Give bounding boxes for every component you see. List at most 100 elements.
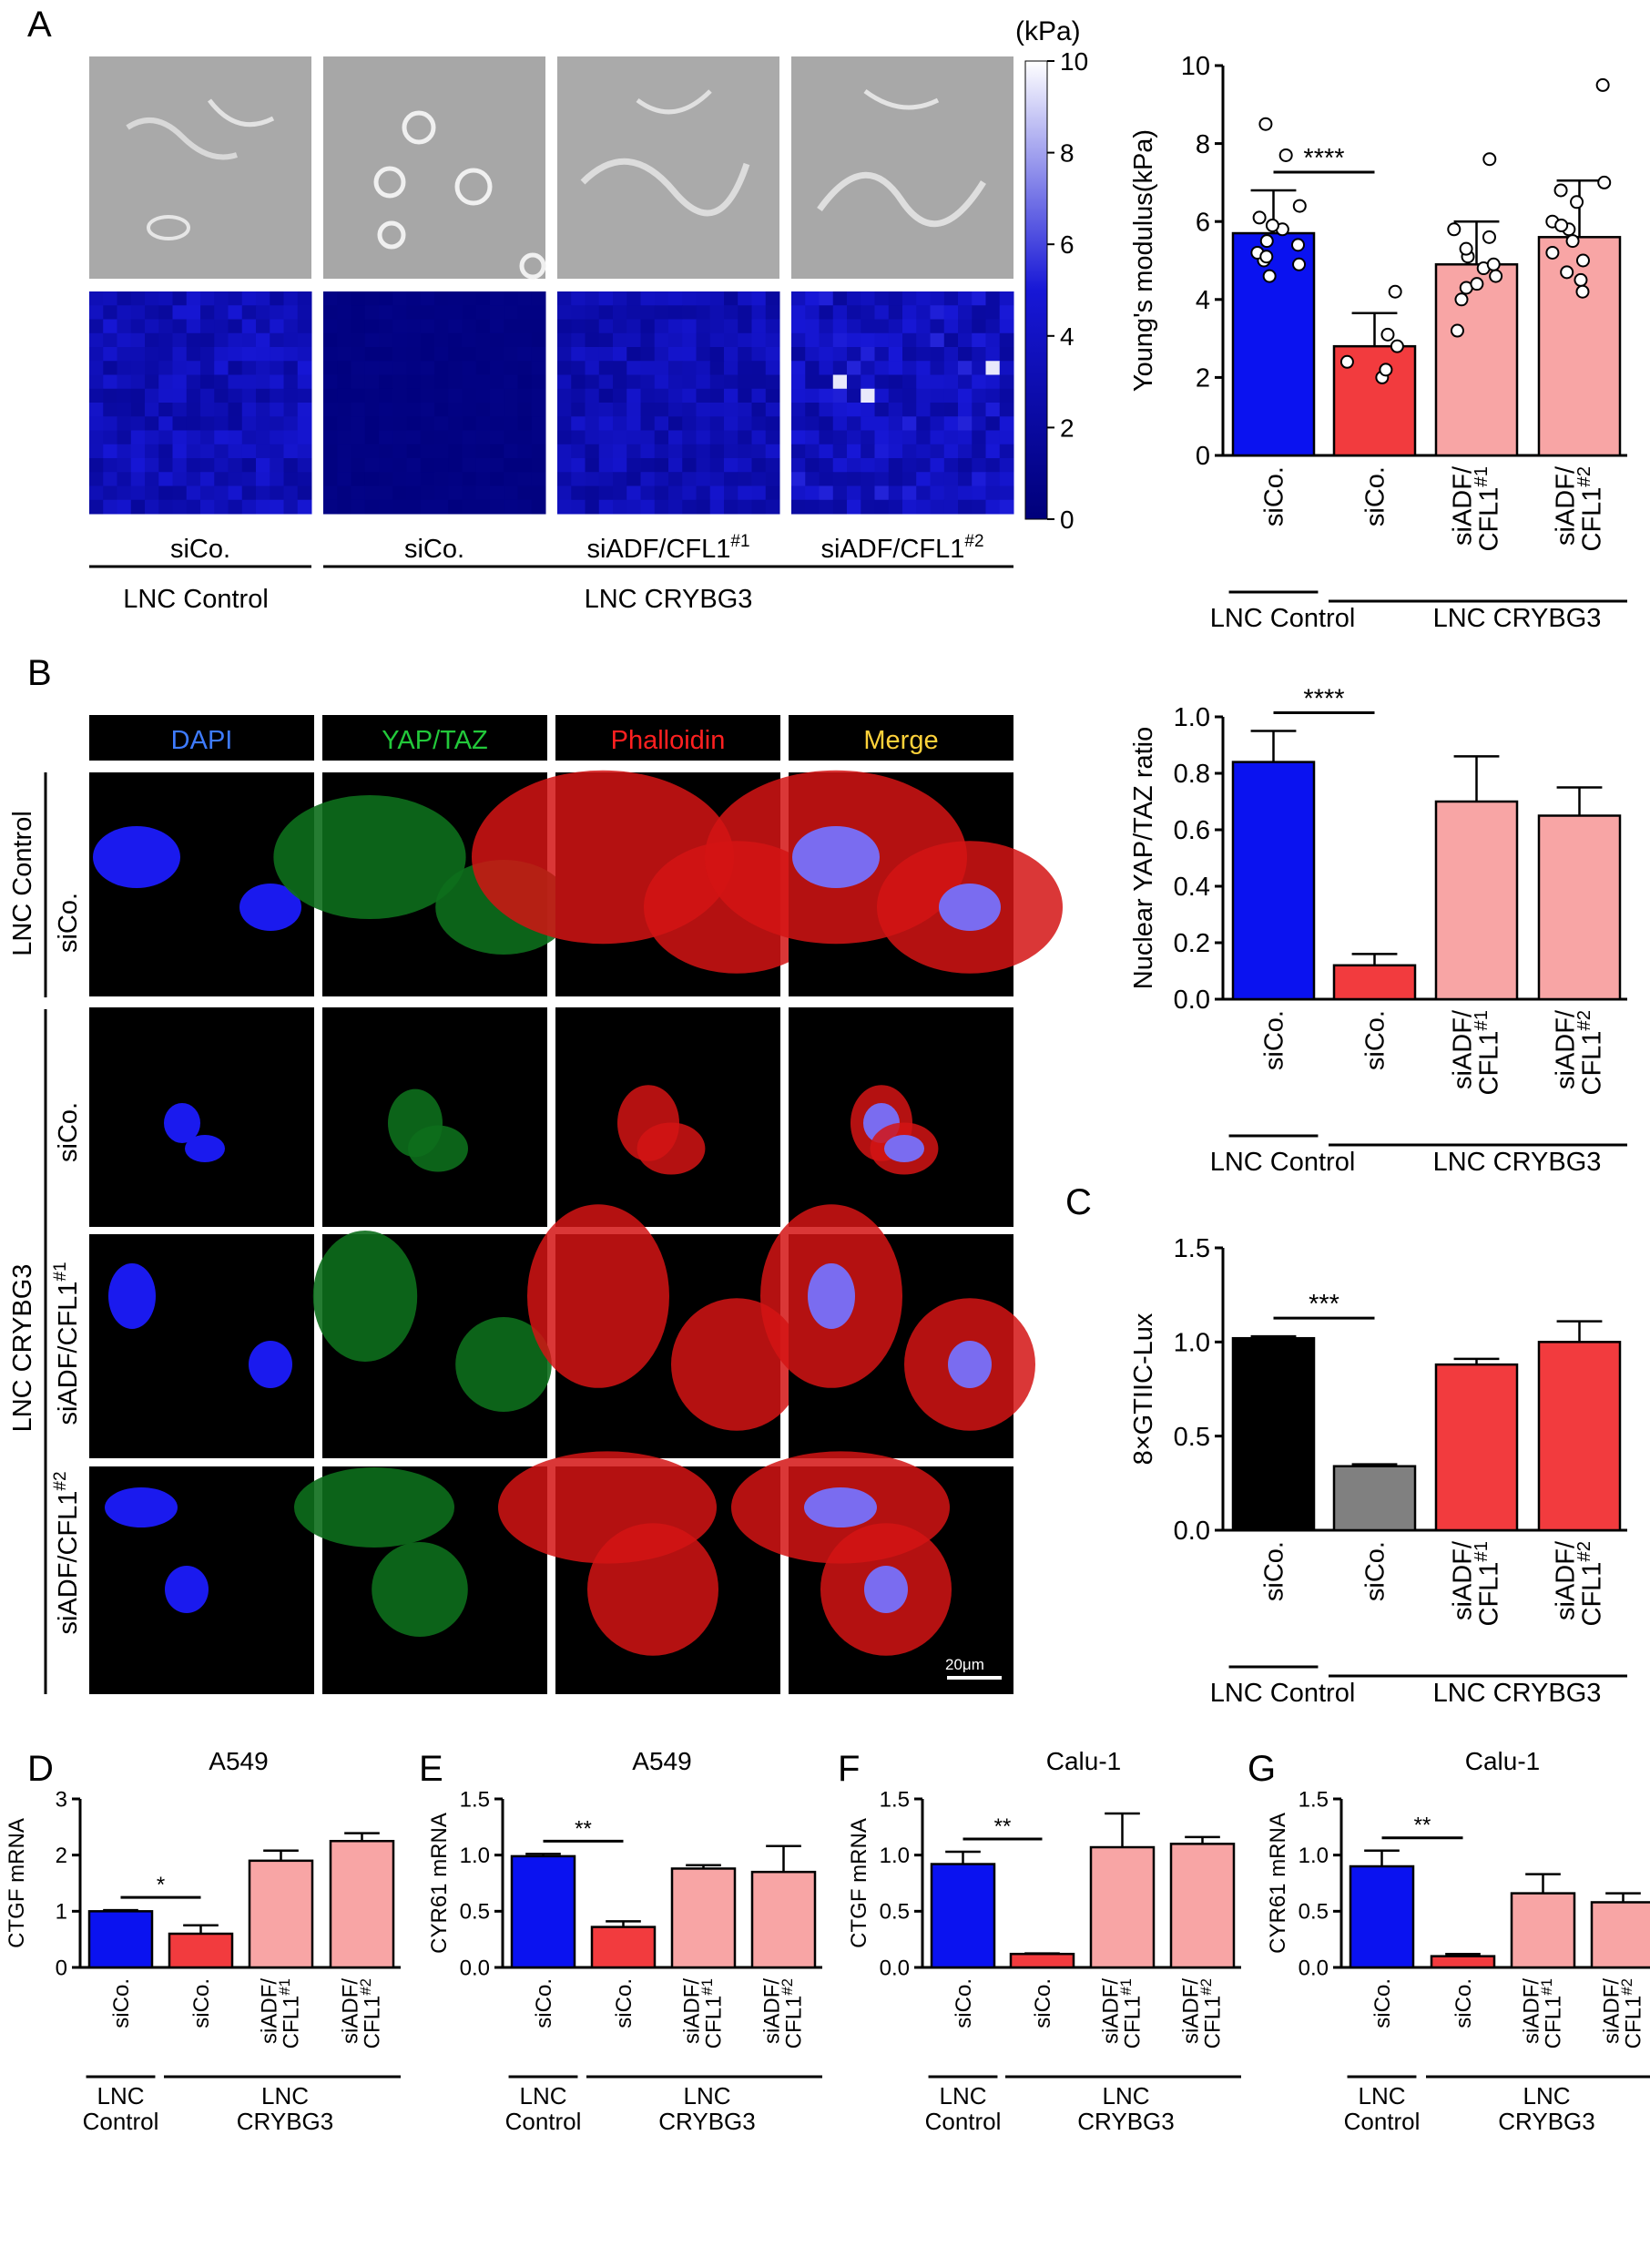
bar: [1332, 964, 1417, 1001]
group-label-lnc-crybg3: LNC CRYBG3: [1077, 2082, 1174, 2135]
significance-label: *: [157, 1873, 165, 1897]
y-tick-label: 0.5: [1174, 1423, 1210, 1452]
y-tick-label: 0.5: [880, 1900, 910, 1925]
data-point: [1265, 218, 1279, 232]
panel-label-e: E: [419, 1749, 443, 1789]
category-label: siCo.: [1260, 466, 1289, 526]
bar: [1537, 1341, 1622, 1532]
bar: [1590, 1901, 1650, 1969]
group-label-lnc-crybg3: LNC CRYBG3: [237, 2082, 333, 2135]
bar: [1349, 1864, 1415, 1969]
chart-title: A549: [632, 1747, 691, 1775]
chart-title: Calu-1: [1465, 1747, 1540, 1775]
y-tick-label: 1.0: [1299, 1844, 1329, 1868]
group-label-lnc-crybg3: LNC CRYBG3: [658, 2082, 755, 2135]
category-label: siADF/CFL1#1: [1449, 1540, 1504, 1626]
group-label-lnc-control: LNC Control: [83, 2082, 159, 2135]
bar: [930, 1863, 996, 1969]
bar: [1009, 1952, 1075, 1969]
y-tick-label: 0.2: [1174, 929, 1210, 958]
group-label-lnc-control: LNC Control: [925, 2082, 1002, 2135]
data-point: [1290, 238, 1305, 252]
colorbar-unit: (kPa): [1015, 16, 1081, 46]
channel-header-1: [89, 715, 314, 761]
micrograph-r3-c4: [760, 1204, 1035, 1458]
colorbar: [1024, 60, 1048, 520]
column-label-4: siADF/CFL1#2: [820, 532, 983, 564]
panel-b-images: DAPI YAP/TAZ Phalloidin Merge 20μm siCo. si…: [8, 715, 1063, 1694]
chart-e: 0.0 0.5 1.0 1.5 CYR61 mRNA A549 ** siCo. siCo. si…: [427, 1747, 822, 2135]
phase-contrast-image-1: [89, 56, 311, 279]
category-label: siADF/CFL1#1: [1449, 1009, 1504, 1095]
category-label: siADF/CFL1#2: [339, 1978, 385, 2049]
data-point: [1380, 327, 1395, 342]
micrograph-r3-c1: [89, 1234, 314, 1458]
category-label: siCo.: [189, 1978, 214, 2028]
data-point: [1252, 210, 1267, 225]
data-point: [1565, 234, 1580, 249]
bar: [1510, 1892, 1576, 1969]
y-tick-label: 6: [1196, 208, 1210, 237]
channel-label: Phalloidin: [611, 726, 726, 755]
y-tick-label: 1.5: [1299, 1787, 1329, 1812]
chart-title: A549: [209, 1747, 268, 1775]
data-point: [1553, 183, 1568, 198]
chart-title: Calu-1: [1046, 1747, 1121, 1775]
micrograph-r4-c1: [89, 1466, 314, 1694]
data-point: [1486, 257, 1501, 271]
channel-header-3: [555, 715, 780, 761]
category-label: siCo.: [1361, 466, 1390, 526]
channel-label: DAPI: [171, 726, 233, 755]
micrograph-r4-c4: [731, 1451, 1013, 1694]
scale-bar: 20μm: [945, 1656, 1002, 1680]
bar: [1169, 1843, 1236, 1969]
y-axis-label: 8×GTIIC-Lux: [1129, 1313, 1158, 1465]
y-tick-label: 0: [1196, 442, 1210, 471]
y-axis-label: Nuclear YAP/TAZ ratio: [1129, 727, 1158, 990]
y-tick-label: 1.5: [880, 1787, 910, 1812]
data-point: [1560, 265, 1574, 280]
column-label-1: siCo.: [170, 535, 230, 564]
y-axis-label: CYR61 mRNA: [427, 1813, 452, 1954]
data-point: [1259, 250, 1274, 264]
bar: [1231, 761, 1316, 1001]
group-label-lnc-control: LNC Control: [1210, 1679, 1356, 1708]
data-point: [1379, 363, 1393, 377]
y-tick-label: 1.5: [1174, 1234, 1210, 1263]
phase-contrast-image-2: [323, 56, 546, 280]
data-point: [1597, 175, 1612, 189]
y-tick-label: 0.6: [1174, 816, 1210, 845]
y-tick-label: 1.0: [460, 1844, 490, 1868]
channel-label: Merge: [863, 726, 938, 755]
row-label-2: siCo.: [54, 1102, 83, 1162]
row-label-4: siADF/CFL1#2: [51, 1471, 83, 1634]
group-label-lnc-crybg3-b: LNC CRYBG3: [8, 1264, 37, 1433]
svg-text:20μm: 20μm: [945, 1656, 984, 1673]
panel-a-images: 0 2 4 6 8 10 (kPa) siCo. siCo. siADF/CFL1#1 s…: [89, 16, 1088, 614]
data-point: [1545, 245, 1560, 260]
y-tick-label: 0.8: [1174, 760, 1210, 789]
category-label: siCo.: [1031, 1978, 1055, 2028]
colorbar-tick-label: 2: [1060, 414, 1075, 442]
bar: [87, 1910, 154, 1969]
micrograph-r1-c4: [705, 770, 1063, 996]
category-label: siCo.: [952, 1978, 976, 2028]
category-label: siCo.: [612, 1978, 637, 2028]
category-label: siCo.: [1361, 1541, 1390, 1601]
data-point: [1292, 257, 1307, 271]
colorbar-tick-label: 8: [1060, 139, 1075, 168]
afm-heatmap-3: [557, 291, 780, 515]
y-tick-label: 4: [1196, 286, 1210, 315]
bar: [590, 1926, 657, 1969]
micrograph-r3-c3: [527, 1204, 802, 1458]
afm-heatmap-1: [89, 291, 312, 515]
data-point: [1470, 277, 1484, 291]
significance-label: **: [994, 1814, 1012, 1839]
category-label: siADF/CFL1#2: [1552, 1009, 1607, 1095]
micrograph-r2-c1: [89, 1007, 314, 1227]
bar: [1332, 1465, 1417, 1532]
channel-header-2: [322, 715, 547, 761]
data-point: [1258, 117, 1273, 131]
y-tick-label: 1.5: [460, 1787, 490, 1812]
data-point: [1482, 230, 1496, 244]
